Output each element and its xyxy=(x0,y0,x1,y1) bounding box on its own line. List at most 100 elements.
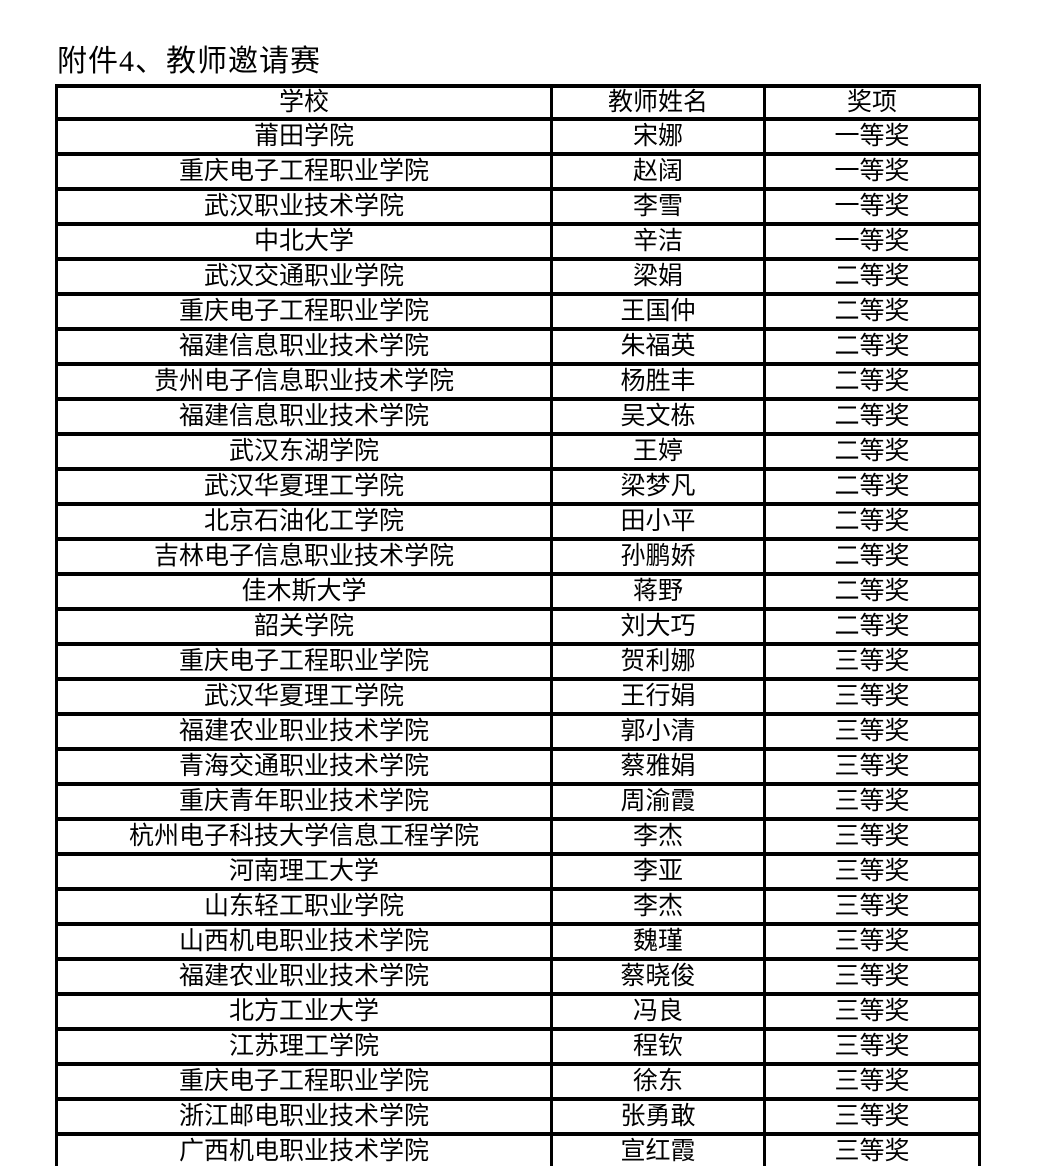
school-cell: 福建信息职业技术学院 xyxy=(55,327,553,366)
teacher-name-cell: 宣红霞 xyxy=(550,1132,766,1166)
award-cell: 三等奖 xyxy=(763,1027,981,1066)
table-row: 广西机电职业技术学院 宣红霞 三等奖 xyxy=(55,1132,981,1166)
award-cell: 三等奖 xyxy=(763,1062,981,1101)
table-row: 江苏理工学院 程钦 三等奖 xyxy=(55,1027,981,1066)
page-title: 附件4、教师邀请赛 xyxy=(57,45,321,78)
award-cell: 三等奖 xyxy=(763,677,981,716)
table-header: 学校 教师姓名 奖项 xyxy=(55,84,981,121)
table-row: 武汉东湖学院 王婷 二等奖 xyxy=(55,432,981,471)
teacher-name-cell: 田小平 xyxy=(550,502,766,541)
teacher-name-cell: 冯良 xyxy=(550,992,766,1031)
column-header-teacher-name: 教师姓名 xyxy=(550,84,766,121)
school-cell: 武汉交通职业学院 xyxy=(55,257,553,296)
teacher-name-cell: 王行娟 xyxy=(550,677,766,716)
teacher-name-cell: 贺利娜 xyxy=(550,642,766,681)
table-row: 韶关学院 刘大巧 二等奖 xyxy=(55,607,981,646)
table-header-row: 学校 教师姓名 奖项 xyxy=(55,84,981,121)
teacher-name-cell: 李杰 xyxy=(550,817,766,856)
teacher-name-cell: 刘大巧 xyxy=(550,607,766,646)
school-cell: 韶关学院 xyxy=(55,607,553,646)
school-cell: 重庆电子工程职业学院 xyxy=(55,292,553,331)
table-row: 福建农业职业技术学院 郭小清 三等奖 xyxy=(55,712,981,751)
award-cell: 三等奖 xyxy=(763,782,981,821)
school-cell: 武汉华夏理工学院 xyxy=(55,467,553,506)
table-row: 重庆青年职业技术学院 周渝霞 三等奖 xyxy=(55,782,981,821)
school-cell: 重庆电子工程职业学院 xyxy=(55,642,553,681)
teacher-name-cell: 吴文栋 xyxy=(550,397,766,436)
school-cell: 青海交通职业技术学院 xyxy=(55,747,553,786)
awards-table: 学校 教师姓名 奖项 莆田学院 宋娜 一等奖 重庆电子工程职业学院 赵阔 一等奖 武汉职业技术学… xyxy=(55,84,981,1166)
teacher-name-cell: 周渝霞 xyxy=(550,782,766,821)
school-cell: 佳木斯大学 xyxy=(55,572,553,611)
teacher-name-cell: 李雪 xyxy=(550,187,766,226)
teacher-name-cell: 张勇敢 xyxy=(550,1097,766,1136)
table-row: 北京石油化工学院 田小平 二等奖 xyxy=(55,502,981,541)
teacher-name-cell: 梁梦凡 xyxy=(550,467,766,506)
table-row: 武汉华夏理工学院 梁梦凡 二等奖 xyxy=(55,467,981,506)
award-cell: 三等奖 xyxy=(763,1132,981,1166)
table-row: 福建信息职业技术学院 朱福英 二等奖 xyxy=(55,327,981,366)
award-cell: 二等奖 xyxy=(763,467,981,506)
school-cell: 武汉华夏理工学院 xyxy=(55,677,553,716)
table-row: 青海交通职业技术学院 蔡雅娟 三等奖 xyxy=(55,747,981,786)
award-cell: 二等奖 xyxy=(763,537,981,576)
school-cell: 山西机电职业技术学院 xyxy=(55,922,553,961)
table-row: 武汉华夏理工学院 王行娟 三等奖 xyxy=(55,677,981,716)
teacher-name-cell: 李亚 xyxy=(550,852,766,891)
award-cell: 一等奖 xyxy=(763,222,981,261)
award-cell: 三等奖 xyxy=(763,922,981,961)
school-cell: 福建信息职业技术学院 xyxy=(55,397,553,436)
table-row: 福建信息职业技术学院 吴文栋 二等奖 xyxy=(55,397,981,436)
school-cell: 吉林电子信息职业技术学院 xyxy=(55,537,553,576)
teacher-name-cell: 蔡晓俊 xyxy=(550,957,766,996)
table-body: 莆田学院 宋娜 一等奖 重庆电子工程职业学院 赵阔 一等奖 武汉职业技术学院 李雪 一等奖 中北大… xyxy=(55,117,981,1166)
school-cell: 杭州电子科技大学信息工程学院 xyxy=(55,817,553,856)
table-row: 武汉交通职业学院 梁娟 二等奖 xyxy=(55,257,981,296)
table-row: 福建农业职业技术学院 蔡晓俊 三等奖 xyxy=(55,957,981,996)
school-cell: 武汉职业技术学院 xyxy=(55,187,553,226)
school-cell: 武汉东湖学院 xyxy=(55,432,553,471)
teacher-name-cell: 蔡雅娟 xyxy=(550,747,766,786)
teacher-name-cell: 李杰 xyxy=(550,887,766,926)
table-row: 重庆电子工程职业学院 王国仲 二等奖 xyxy=(55,292,981,331)
school-cell: 北京石油化工学院 xyxy=(55,502,553,541)
table-row: 杭州电子科技大学信息工程学院 李杰 三等奖 xyxy=(55,817,981,856)
award-cell: 三等奖 xyxy=(763,642,981,681)
teacher-name-cell: 梁娟 xyxy=(550,257,766,296)
school-cell: 重庆青年职业技术学院 xyxy=(55,782,553,821)
teacher-name-cell: 魏瑾 xyxy=(550,922,766,961)
teacher-name-cell: 孙鹏娇 xyxy=(550,537,766,576)
school-cell: 江苏理工学院 xyxy=(55,1027,553,1066)
award-cell: 二等奖 xyxy=(763,607,981,646)
award-cell: 三等奖 xyxy=(763,1097,981,1136)
award-cell: 三等奖 xyxy=(763,747,981,786)
teacher-name-cell: 蒋野 xyxy=(550,572,766,611)
school-cell: 山东轻工职业学院 xyxy=(55,887,553,926)
award-cell: 三等奖 xyxy=(763,852,981,891)
table-row: 重庆电子工程职业学院 赵阔 一等奖 xyxy=(55,152,981,191)
table-row: 重庆电子工程职业学院 贺利娜 三等奖 xyxy=(55,642,981,681)
teacher-name-cell: 赵阔 xyxy=(550,152,766,191)
teacher-name-cell: 王婷 xyxy=(550,432,766,471)
award-cell: 二等奖 xyxy=(763,327,981,366)
teacher-name-cell: 辛洁 xyxy=(550,222,766,261)
award-cell: 一等奖 xyxy=(763,152,981,191)
award-cell: 三等奖 xyxy=(763,817,981,856)
school-cell: 河南理工大学 xyxy=(55,852,553,891)
teacher-name-cell: 宋娜 xyxy=(550,117,766,156)
award-cell: 一等奖 xyxy=(763,117,981,156)
table-row: 北方工业大学 冯良 三等奖 xyxy=(55,992,981,1031)
table-row: 重庆电子工程职业学院 徐东 三等奖 xyxy=(55,1062,981,1101)
teacher-name-cell: 郭小清 xyxy=(550,712,766,751)
table-row: 中北大学 辛洁 一等奖 xyxy=(55,222,981,261)
school-cell: 浙江邮电职业技术学院 xyxy=(55,1097,553,1136)
table-row: 武汉职业技术学院 李雪 一等奖 xyxy=(55,187,981,226)
table-row: 浙江邮电职业技术学院 张勇敢 三等奖 xyxy=(55,1097,981,1136)
column-header-award: 奖项 xyxy=(763,84,981,121)
award-cell: 二等奖 xyxy=(763,432,981,471)
table-row: 吉林电子信息职业技术学院 孙鹏娇 二等奖 xyxy=(55,537,981,576)
school-cell: 福建农业职业技术学院 xyxy=(55,712,553,751)
award-cell: 二等奖 xyxy=(763,292,981,331)
school-cell: 北方工业大学 xyxy=(55,992,553,1031)
